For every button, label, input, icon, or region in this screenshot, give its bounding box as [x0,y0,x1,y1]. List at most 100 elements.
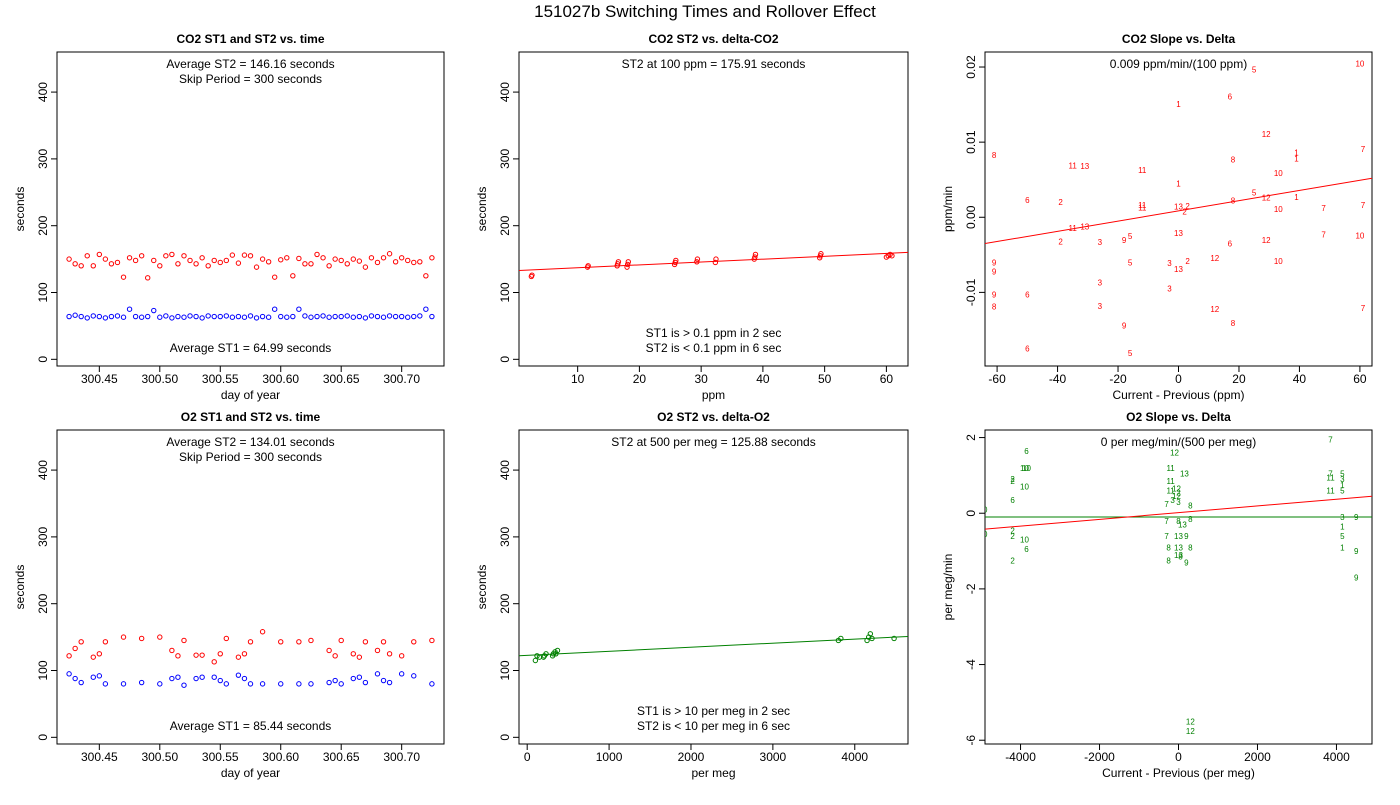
chart-p1: CO2 ST1 and ST2 vs. time 300.45 300.50 300.… [13,32,445,402]
data-point-st2 [138,253,145,259]
data-point-st2 [752,254,758,260]
data-point-st2 [259,629,266,635]
plot-area [519,631,908,664]
data-point-st1 [332,313,338,320]
data-point-st2 [398,255,405,261]
data-point-st2 [229,252,236,258]
point-label: 6 [1025,196,1030,205]
data-point-st1 [120,314,127,320]
x-tick-label: 2000 [678,750,705,764]
point-label: 5 [1252,65,1257,74]
data-point-st2 [296,639,302,645]
data-point-st1 [90,313,96,319]
data-point-st2 [752,251,759,258]
point-label: 1 [1294,155,1299,164]
data-point-st2 [694,256,701,262]
data-point-st1 [211,674,217,680]
point-label: 7 [1164,532,1169,541]
data-point-st2 [235,654,242,660]
point-label: 11 [1326,473,1335,482]
fit-line [519,635,908,657]
point-label: 6 [1010,496,1015,505]
data-point-st2 [350,651,356,657]
data-point-st2 [187,257,193,264]
point-label: 3 [1167,259,1172,268]
point-label: 13 [1174,532,1183,541]
data-point-st2 [423,273,429,279]
x-tick-label: 300.45 [81,372,118,386]
data-point-st2 [108,261,115,267]
y-tick-label: 0.00 [964,205,978,229]
point-label: 6 [1025,345,1030,354]
annotation: ST2 at 500 per meg = 125.88 seconds [611,435,815,449]
data-point-st2 [235,260,242,266]
point-label: 10 [1274,205,1283,214]
data-point-st1 [223,313,230,319]
point-label: 9 [992,267,997,276]
point-label: 1 [1176,179,1181,188]
data-point-st2 [398,653,405,659]
data-point-st2 [211,257,217,264]
data-point-st2 [529,272,535,278]
data-point-st1 [114,313,121,319]
data-point-st1 [235,313,242,320]
data-point-st2 [247,639,254,645]
data-point-st1 [102,315,109,321]
point-label: 8 [1178,553,1183,562]
data-point-st2 [338,637,344,644]
point-label: 10 [1355,59,1364,68]
y-tick-label: 0 [36,356,50,363]
point-label: 10 [979,505,988,514]
annotation: ST2 is < 10 per meg in 6 sec [637,719,790,733]
chart-title: CO2 ST1 and ST2 vs. time [176,32,324,46]
data-point-st2 [344,261,350,267]
data-point-st2 [120,274,127,280]
point-label: 12 [1262,130,1271,139]
x-tick-label: 4000 [841,750,868,764]
y-tick-label: 100 [36,282,50,302]
data-point-st2 [199,255,205,261]
point-label: 13 [1174,551,1183,560]
point-label: 2 [1010,557,1015,566]
data-point-st2 [386,651,393,657]
data-point-st2 [102,256,109,262]
point-label: 2 [1176,488,1181,497]
x-tick-label: -20 [1109,372,1127,386]
annotation: 0 per meg/min/(500 per meg) [1101,435,1256,449]
data-point-st1 [96,313,103,320]
data-point-st1 [241,675,248,682]
x-tick-label: 20 [633,372,647,386]
x-tick-label: 300.60 [262,372,299,386]
point-label: 8 [1231,319,1236,328]
annotation: Skip Period = 300 seconds [179,72,322,86]
x-tick-label: 3000 [760,750,787,764]
data-point-st1 [308,314,314,320]
y-tick-label: -4 [964,659,978,670]
point-label: 12 [1172,485,1181,494]
point-label: 3 [1098,302,1103,311]
point-label: 2 [1185,202,1190,211]
point-label: 7 [1361,201,1366,210]
point-label: 12 [1262,194,1271,203]
data-point-st1 [181,314,187,320]
point-label: 10 [1020,464,1029,473]
x-tick-label: 60 [1353,372,1367,386]
point-label: 12 [1186,717,1195,726]
data-point-st1 [66,671,72,677]
y-tick-label: 300 [36,149,50,169]
point-label: 6 [1228,92,1233,101]
x-tick-label: -60 [988,372,1006,386]
data-point-st2 [374,647,381,654]
y-tick-label: 300 [36,527,50,547]
data-point-st1 [429,313,435,320]
point-label: 11 [1326,487,1335,496]
data-point-st1 [417,313,423,319]
data-point-st2 [66,256,72,262]
data-point-st2 [673,257,679,264]
data-point-st2 [713,256,719,262]
point-label: 11 [1166,487,1175,496]
data-point-st2 [362,639,369,645]
data-point-st2 [211,659,217,665]
data-point-st1 [392,313,399,320]
